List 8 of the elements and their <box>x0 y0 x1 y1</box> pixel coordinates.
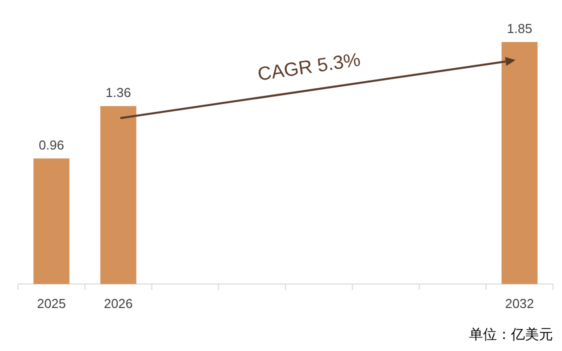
x-tick-label: 2032 <box>505 296 534 311</box>
annotation: CAGR 5.3% <box>256 50 362 86</box>
x-tick-label: 2026 <box>104 296 133 311</box>
x-tick-label: 2025 <box>36 296 66 311</box>
data-label: 0.96 <box>38 137 64 152</box>
data-label: 1.85 <box>506 21 532 36</box>
text: 单位：亿美元 <box>469 326 553 342</box>
data-label: 1.36 <box>106 85 131 100</box>
